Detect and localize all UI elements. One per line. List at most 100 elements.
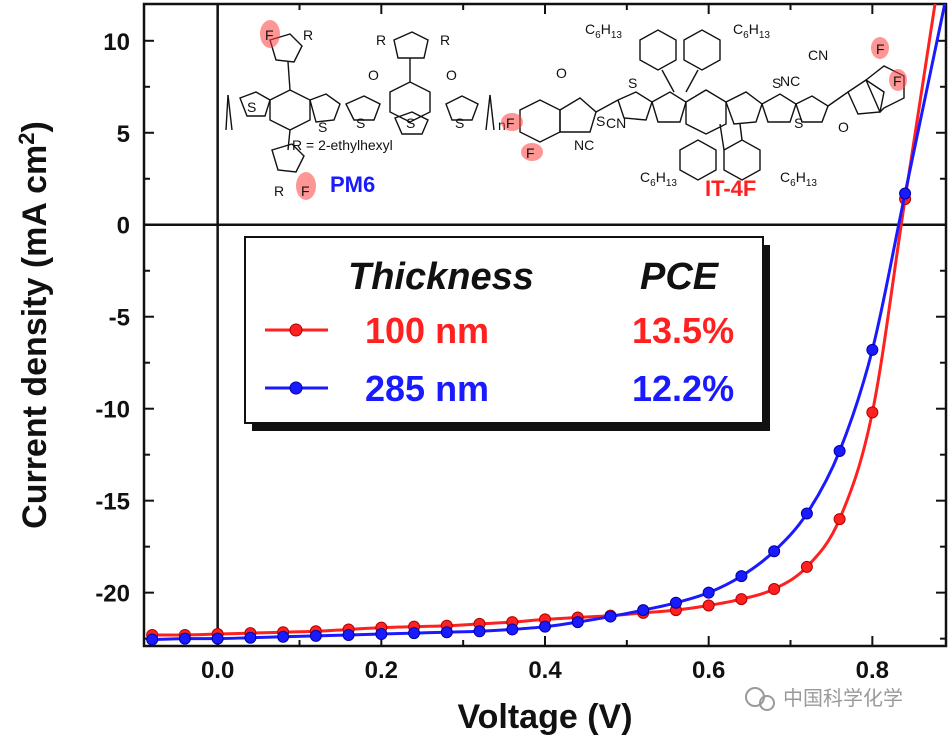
svg-text:R: R — [440, 32, 450, 48]
y-axis-title: Current density (mA cm2) — [14, 121, 54, 529]
wechat-icon — [745, 687, 765, 707]
svg-text:C6H13: C6H13 — [780, 169, 817, 189]
pm6-fluorine-highlights — [260, 20, 316, 200]
data-point-285nm — [866, 343, 879, 356]
svg-text:R: R — [376, 32, 386, 48]
svg-text:R: R — [303, 27, 313, 43]
svg-text:S: S — [628, 75, 637, 91]
y-axis-title-sup: 2 — [14, 132, 39, 144]
it4f-fluorine-highlights — [501, 37, 907, 161]
svg-text:NC: NC — [780, 73, 800, 89]
x-tick-label: 0.6 — [692, 657, 725, 684]
svg-text:S: S — [318, 119, 327, 135]
svg-text:S: S — [247, 99, 256, 115]
svg-text:S: S — [406, 115, 415, 131]
it4f-atom-labels: C6H13 C6H13 O S S S S F F F F CN NC CN N… — [506, 21, 902, 201]
data-point-100nm — [866, 406, 879, 419]
watermark-text: 中国科学化学 — [783, 686, 903, 710]
x-tick-label: 0.0 — [201, 657, 234, 684]
it4f-label: IT-4F — [705, 176, 756, 201]
svg-text:R: R — [274, 183, 284, 199]
svg-text:O: O — [446, 67, 457, 83]
legend-header-thickness: Thickness — [348, 256, 534, 298]
svg-text:S: S — [596, 113, 605, 129]
data-point-285nm — [473, 625, 486, 638]
pm6-structure — [225, 31, 495, 173]
svg-text:F: F — [893, 73, 902, 89]
legend-marker-100nm — [289, 323, 303, 337]
data-point-100nm — [702, 599, 715, 612]
svg-text:CN: CN — [808, 47, 828, 63]
pm6-atom-labels: F R R R O O S S S S S n R F R = 2-ethylh… — [247, 27, 506, 199]
data-point-100nm — [735, 593, 748, 606]
data-point-285nm — [244, 631, 257, 644]
svg-text:S: S — [455, 115, 464, 131]
data-point-285nm — [571, 616, 584, 629]
data-point-285nm — [146, 633, 159, 646]
x-tick-label: 0.8 — [856, 657, 889, 684]
data-point-285nm — [309, 629, 322, 642]
legend-pce-285nm: 12.2% — [632, 368, 734, 409]
data-point-285nm — [899, 187, 912, 200]
svg-text:CN: CN — [606, 115, 626, 131]
y-tick-label: 10 — [103, 29, 130, 56]
data-point-285nm — [539, 620, 551, 633]
data-point-100nm — [768, 582, 781, 595]
y-tick-label: -5 — [109, 305, 130, 332]
data-point-285nm — [211, 632, 224, 645]
pm6-label: PM6 — [330, 172, 375, 197]
svg-text:S: S — [772, 75, 781, 91]
data-point-285nm — [440, 626, 453, 639]
data-point-285nm — [833, 445, 846, 458]
wechat-icon-small — [759, 695, 775, 711]
x-tick-label: 0.4 — [528, 657, 562, 684]
svg-text:NC: NC — [574, 137, 594, 153]
svg-text:C6H13: C6H13 — [733, 21, 770, 41]
svg-text:C6H13: C6H13 — [585, 21, 622, 41]
data-point-285nm — [408, 627, 421, 640]
data-point-285nm — [735, 570, 748, 583]
y-tick-label: 5 — [117, 121, 130, 148]
svg-text:S: S — [356, 115, 365, 131]
data-point-285nm — [506, 623, 519, 636]
data-point-285nm — [604, 610, 617, 623]
svg-text:F: F — [876, 41, 885, 57]
svg-text:F: F — [526, 145, 535, 161]
legend-header-pce: PCE — [640, 256, 720, 298]
svg-text:F: F — [506, 115, 515, 131]
watermark: 中国科学化学 — [745, 686, 903, 711]
svg-text:F: F — [265, 27, 274, 43]
data-point-285nm — [702, 586, 715, 599]
legend-thickness-285nm: 285 nm — [365, 368, 489, 409]
legend-thickness-100nm: 100 nm — [365, 310, 489, 351]
legend: Thickness PCE 100 nm 13.5% 285 nm 12.2% — [244, 236, 770, 431]
legend-marker-285nm — [289, 381, 303, 395]
svg-text:S: S — [794, 115, 803, 131]
data-point-285nm — [178, 632, 191, 645]
y-tick-label: -20 — [95, 581, 130, 608]
svg-text:F: F — [301, 183, 310, 199]
x-axis-title: Voltage (V) — [457, 698, 632, 736]
data-point-285nm — [277, 630, 290, 643]
data-point-285nm — [342, 628, 355, 641]
y-tick-label: 0 — [117, 213, 130, 240]
series-layer — [146, 4, 946, 646]
data-point-100nm — [800, 560, 813, 573]
data-point-285nm — [768, 545, 781, 558]
x-tick-label: 0.2 — [365, 657, 398, 684]
svg-text:O: O — [368, 67, 379, 83]
axis-ticks — [144, 4, 946, 646]
y-tick-label: -10 — [95, 397, 130, 424]
pm6-r-note: R = 2-ethylhexyl — [292, 137, 393, 153]
data-point-285nm — [637, 604, 650, 617]
y-tick-label: -15 — [95, 489, 130, 516]
axis-tick-labels: 0.0 0.2 0.4 0.6 0.8 10 5 0 -5 -10 -15 -20 — [95, 29, 889, 684]
it4f-structure — [519, 29, 905, 181]
y-axis-title-main: Current density (mA cm — [16, 145, 54, 529]
legend-pce-100nm: 13.5% — [632, 310, 734, 351]
svg-text:O: O — [556, 65, 567, 81]
svg-text:C6H13: C6H13 — [640, 169, 677, 189]
data-point-100nm — [833, 513, 846, 526]
data-point-285nm — [375, 628, 388, 641]
y-axis-title-close: ) — [16, 121, 54, 132]
